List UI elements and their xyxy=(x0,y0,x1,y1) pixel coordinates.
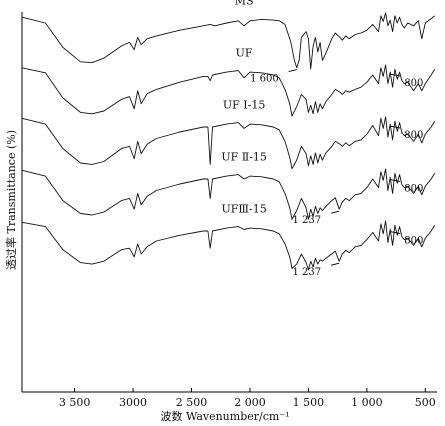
annotation-label: 1 237 xyxy=(293,267,322,278)
series-label: MS xyxy=(235,0,254,8)
annotation-label: 800 xyxy=(404,130,423,141)
series-label: UF Ⅰ-15 xyxy=(223,99,265,112)
annotation-arrow xyxy=(390,231,401,234)
spectrum-UF xyxy=(21,64,436,117)
annotation-label: 800 xyxy=(404,78,423,89)
annotation-label: 800 xyxy=(404,184,423,195)
annotation-arrow xyxy=(331,262,340,266)
spectrum-UFⅢ-15 xyxy=(21,220,436,271)
spectrum-UFⅠ-15 xyxy=(21,116,436,170)
x-tick-label: 3 500 xyxy=(59,396,91,409)
annotation-layer: 1 600 800 800 1 237 800 1 237 800 xyxy=(250,69,423,278)
x-axis: 3 500 3000 2 500 2 000 1 500 1 000 500 xyxy=(21,12,437,409)
annotation-arrow xyxy=(390,73,401,77)
x-tick-label: 500 xyxy=(415,396,436,409)
annotation-label: 1 600 xyxy=(250,74,279,85)
annotation-arrow xyxy=(288,69,297,73)
spectra-layer: MS UF UF Ⅰ-15 UF Ⅱ-15 UFⅢ-15 xyxy=(21,0,436,271)
x-tick-label: 2 000 xyxy=(234,396,266,409)
spectrum-UFⅡ-15 xyxy=(21,168,436,220)
annotation-arrow xyxy=(331,210,340,214)
annotation-arrow xyxy=(390,179,401,182)
annotation-label: 1 237 xyxy=(293,215,322,226)
spectrum-MS xyxy=(21,12,435,70)
x-tick-label: 3000 xyxy=(119,396,147,409)
annotation-arrow xyxy=(390,125,401,129)
x-tick-label: 2 500 xyxy=(176,396,208,409)
series-label: UFⅢ-15 xyxy=(221,203,266,216)
series-label: UF xyxy=(236,47,253,60)
series-label: UF Ⅱ-15 xyxy=(221,151,267,164)
x-tick-label: 1 000 xyxy=(351,396,383,409)
annotation-label: 800 xyxy=(404,236,423,247)
y-axis-title: 透过率 Transmittance (%) xyxy=(4,130,18,270)
x-tick-label: 1 500 xyxy=(293,396,325,409)
x-axis-title: 波数 Wavenumber/cm⁻¹ xyxy=(160,410,289,423)
